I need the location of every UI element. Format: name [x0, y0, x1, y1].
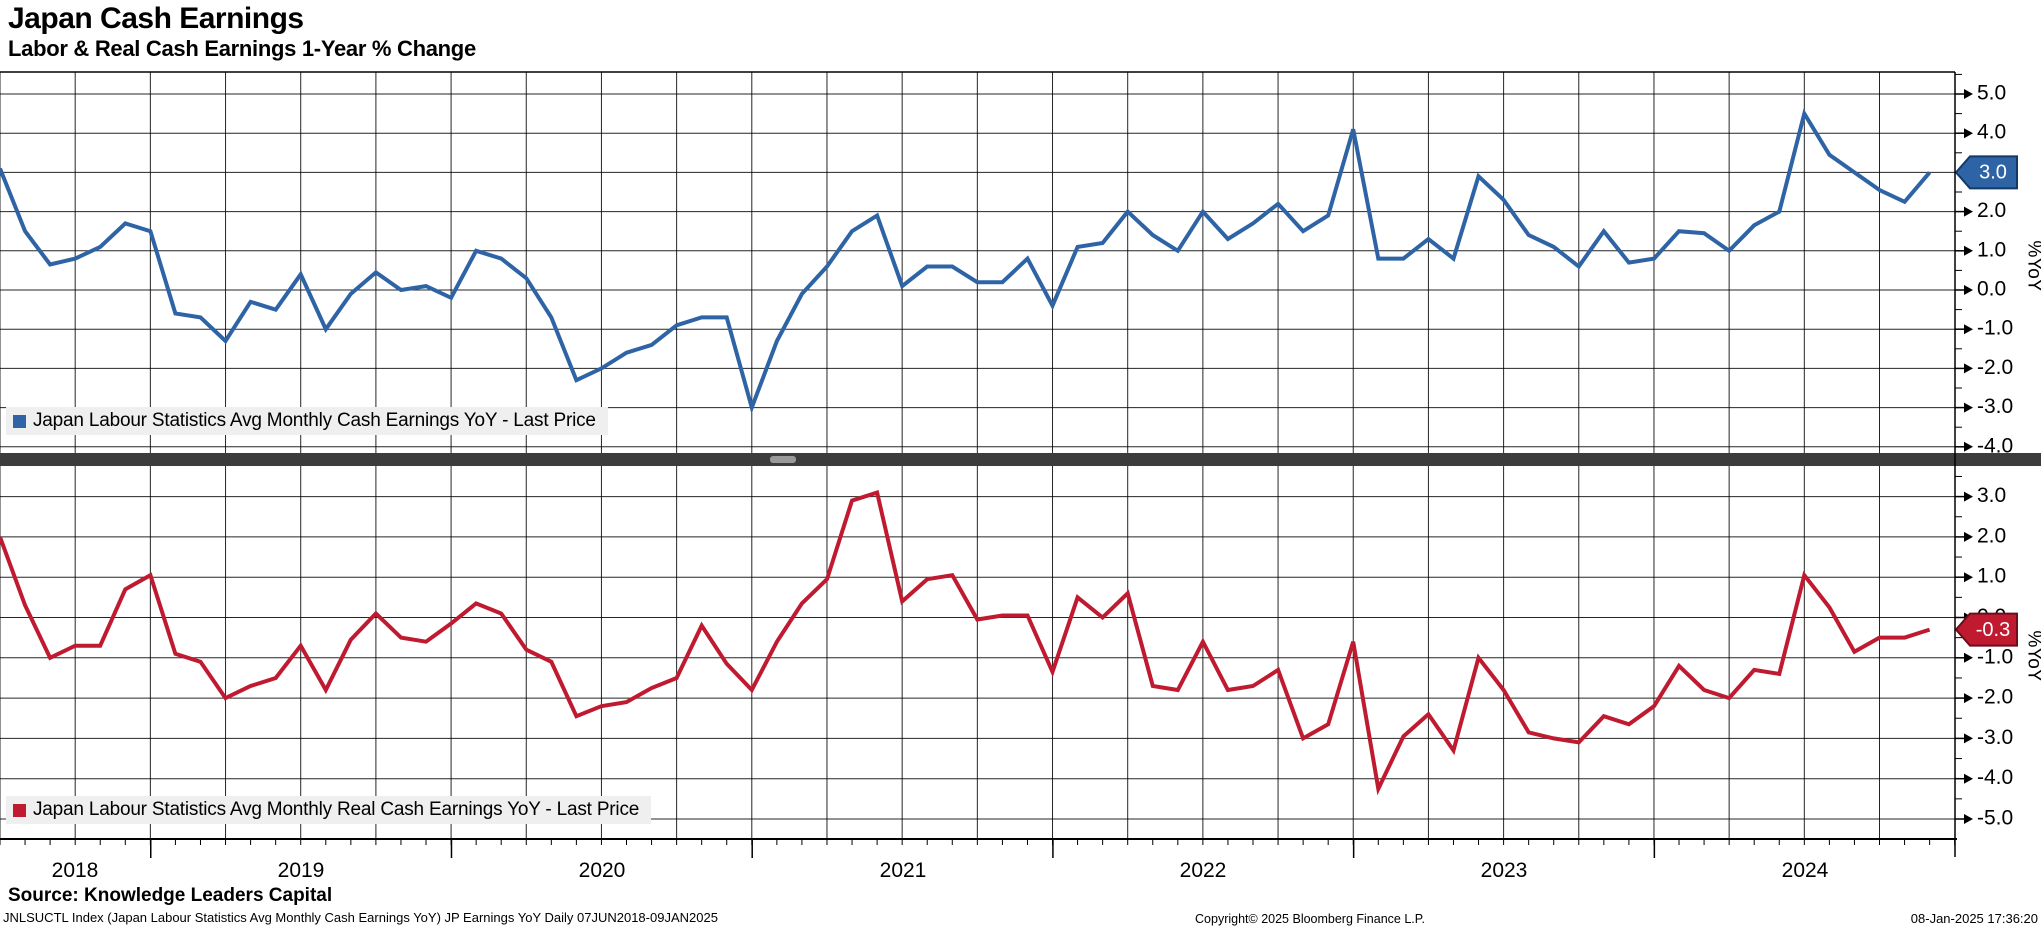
x-year-label: 2023: [1481, 859, 1528, 882]
panel-divider: [0, 453, 2041, 466]
y-tick-label: -3.0: [1977, 726, 2013, 749]
last-price-badge-nominal-cash-earnings: 3.0: [1954, 155, 2018, 190]
legend-real-cash-earnings[interactable]: Japan Labour Statistics Avg Monthly Real…: [6, 796, 652, 824]
copyright-notice: Copyright© 2025 Bloomberg Finance L.P.: [1195, 912, 1425, 926]
y-tick-label: -5.0: [1977, 807, 2013, 830]
panel-nominal-cash-earnings: 5.0 4.0 3.0 2.0 1.0 0.0 -1.0 -2.0 -3.0 -4.0: [0, 71, 2013, 457]
page-title: Japan Cash Earnings: [8, 2, 304, 35]
x-year-label: 2019: [278, 859, 325, 882]
last-price-value: -0.3: [1976, 619, 2010, 641]
y-tick-label: 2.0: [1977, 199, 2006, 222]
x-axis: 2018 2019 2020 2021 2022 2023 2024: [0, 839, 1956, 882]
source-note: Source: Knowledge Leaders Capital: [8, 885, 333, 906]
legend-swatch-blue: [13, 414, 26, 428]
last-price-badge-real-cash-earnings: -0.3: [1954, 612, 2018, 647]
y-axis-unit-label-bottom: %YoY: [2023, 630, 2041, 682]
x-year-label: 2024: [1782, 859, 1829, 882]
chart-subtitle: Labor & Real Cash Earnings 1-Year % Chan…: [8, 36, 476, 61]
x-year-label: 2022: [1180, 859, 1227, 882]
y-tick-label: 2.0: [1977, 524, 2006, 547]
last-price-value: 3.0: [1979, 162, 2007, 184]
y-tick-label: 1.0: [1977, 238, 2006, 261]
legend-label: Japan Labour Statistics Avg Monthly Cash…: [33, 410, 596, 431]
x-year-label: 2018: [52, 859, 99, 882]
y-tick-label: -4.0: [1977, 434, 2013, 457]
panel-resize-handle[interactable]: [770, 456, 796, 463]
y-tick-label: -1.0: [1977, 645, 2013, 668]
nominal-cash-earnings-line: [0, 108, 1932, 415]
ticker-description: JNLSUCTL Index (Japan Labour Statistics …: [3, 910, 718, 925]
y-tick-label: 1.0: [1977, 565, 2006, 588]
y-tick-label: -3.0: [1977, 395, 2013, 418]
y-tick-label: -2.0: [1977, 356, 2013, 379]
x-year-label: 2021: [880, 859, 927, 882]
real-cash-earnings-line: [0, 490, 1931, 796]
y-axis-unit-label-top: %YoY: [2023, 240, 2041, 292]
legend-label: Japan Labour Statistics Avg Monthly Real…: [33, 799, 640, 820]
legend-cash-earnings[interactable]: Japan Labour Statistics Avg Monthly Cash…: [6, 407, 608, 435]
y-tick-label: 4.0: [1977, 121, 2006, 144]
timestamp: 08-Jan-2025 17:36:20: [1910, 911, 2038, 926]
y-tick-label: -4.0: [1977, 766, 2013, 789]
y-tick-label: 0.0: [1977, 278, 2006, 301]
y-tick-label: -1.0: [1977, 317, 2013, 340]
y-tick-label: -2.0: [1977, 686, 2013, 709]
x-year-label: 2020: [579, 859, 626, 882]
legend-swatch-red: [13, 803, 26, 817]
y-tick-label: 3.0: [1977, 484, 2006, 507]
y-tick-label: 5.0: [1977, 82, 2006, 105]
panel-real-cash-earnings: 3.02.01.00.0-1.0-2.0-3.0-4.0-5.0: [0, 466, 2013, 840]
